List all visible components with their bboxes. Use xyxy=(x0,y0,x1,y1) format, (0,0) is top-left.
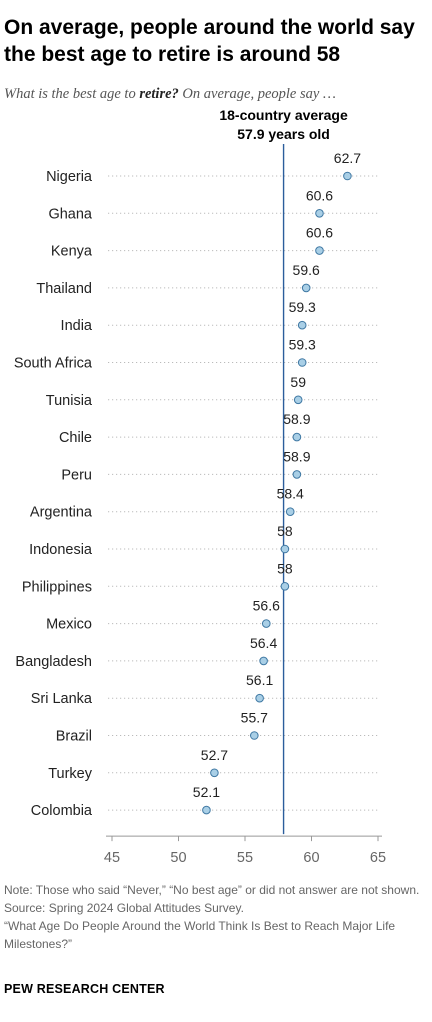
category-label: Mexico xyxy=(46,617,92,633)
value-label: 52.7 xyxy=(201,747,228,763)
value-label: 56.1 xyxy=(246,672,273,688)
value-label: 55.7 xyxy=(241,710,268,726)
chart-title: On average, people around the world say … xyxy=(4,16,415,66)
chart-subtitle: What is the best age to retire? On avera… xyxy=(4,86,428,103)
value-label: 56.4 xyxy=(250,635,277,651)
x-tick-label: 65 xyxy=(370,850,386,866)
category-label: Indonesia xyxy=(29,542,93,558)
source-text: Source: Spring 2024 Global Attitudes Sur… xyxy=(4,901,244,915)
value-label: 60.6 xyxy=(306,187,333,203)
data-point xyxy=(293,395,303,405)
data-point xyxy=(259,656,268,666)
category-label: Kenya xyxy=(51,244,93,260)
pew-research-center-logo: PEW RESEARCH CENTER xyxy=(4,982,165,996)
category-label: Turkey xyxy=(48,766,93,782)
x-tick-label: 45 xyxy=(104,850,120,866)
data-point xyxy=(315,209,324,218)
data-point xyxy=(250,731,259,740)
value-label: 58.9 xyxy=(283,448,310,464)
value-label: 59.3 xyxy=(289,337,316,353)
subtitle-pre: What is the best age to xyxy=(4,86,140,102)
category-label: Brazil xyxy=(56,729,92,745)
value-label: 52.1 xyxy=(193,784,220,800)
data-point xyxy=(285,507,295,517)
value-label: 62.7 xyxy=(334,150,361,166)
data-point xyxy=(343,171,352,181)
data-point xyxy=(210,768,219,778)
value-label: 60.6 xyxy=(306,225,333,241)
category-label: Thailand xyxy=(36,281,92,297)
category-label: Argentina xyxy=(30,505,93,521)
dot-plot-chart: 18-country average 57.9 years old Nigeri… xyxy=(14,107,386,866)
data-point xyxy=(255,693,264,703)
report-title: “What Age Do People Around the World Thi… xyxy=(4,919,396,951)
data-point xyxy=(261,619,271,628)
category-label: Tunisia xyxy=(46,393,93,409)
category-label: Colombia xyxy=(31,803,93,819)
data-point xyxy=(297,358,307,367)
category-label: Philippines xyxy=(22,579,92,595)
average-label-line1: 18-country average xyxy=(219,107,348,123)
category-label: South Africa xyxy=(14,356,93,372)
subtitle-bold: retire? xyxy=(139,86,179,102)
chart-notes: Note: Those who said “Never,” “No best a… xyxy=(4,881,428,953)
value-label: 58.4 xyxy=(277,486,304,502)
x-tick-label: 50 xyxy=(170,850,186,866)
x-tick-label: 55 xyxy=(237,850,253,866)
data-point xyxy=(292,432,302,442)
category-label: Ghana xyxy=(48,206,92,222)
category-label: Sri Lanka xyxy=(31,691,93,707)
category-label: Bangladesh xyxy=(15,654,92,670)
category-label: Nigeria xyxy=(46,169,93,185)
value-label: 56.6 xyxy=(253,598,280,614)
value-label: 59.3 xyxy=(289,299,316,315)
value-label: 58 xyxy=(277,523,293,539)
data-point xyxy=(301,283,311,293)
category-label: Peru xyxy=(61,467,92,483)
data-point xyxy=(280,582,290,591)
value-label: 58 xyxy=(277,560,293,576)
x-tick-label: 60 xyxy=(303,850,319,866)
data-point xyxy=(202,805,211,815)
category-label: India xyxy=(61,318,93,334)
data-point xyxy=(315,246,324,255)
value-label: 58.9 xyxy=(283,411,310,427)
data-point xyxy=(292,470,302,479)
subtitle-post: On average, people say … xyxy=(178,86,336,102)
note-text: Note: Those who said “Never,” “No best a… xyxy=(4,883,420,897)
value-label: 59.6 xyxy=(293,262,320,278)
chart-rows: Nigeria 62.7 Ghana 60.6 Kenya 60.6 Thailand 59.… xyxy=(14,150,361,819)
category-label: Chile xyxy=(59,430,92,446)
x-axis-ticks: 45 50 55 60 65 xyxy=(104,836,386,866)
row-guides xyxy=(108,175,380,811)
data-point xyxy=(297,320,307,330)
data-point xyxy=(280,544,290,554)
value-label: 59 xyxy=(290,374,306,390)
average-label-line2: 57.9 years old xyxy=(237,126,330,142)
